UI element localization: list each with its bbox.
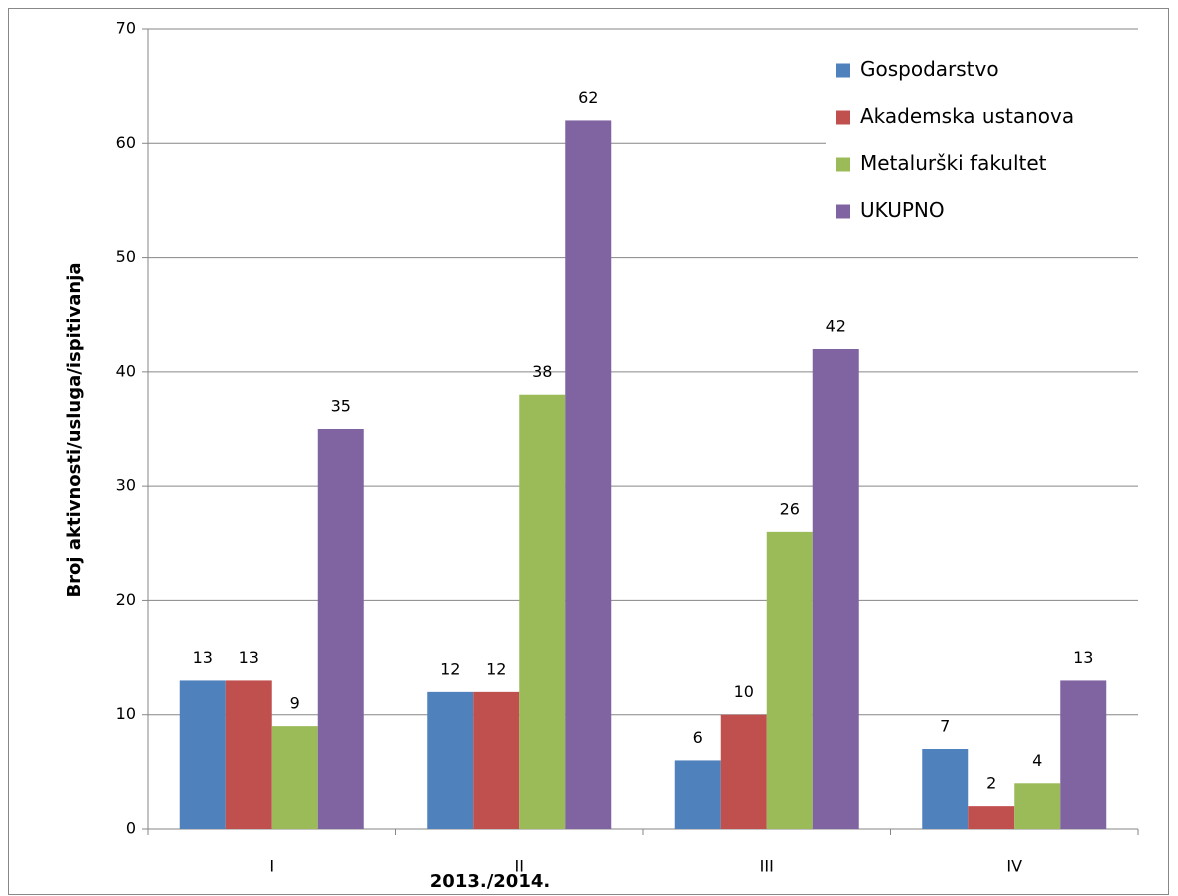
- legend-swatch: [836, 110, 850, 125]
- data-label: 38: [532, 362, 552, 381]
- data-label: 26: [780, 499, 800, 518]
- x-tick-label: II: [515, 857, 524, 876]
- y-axis-title: Broj aktivnosti/usluga/ispitivanja: [64, 262, 85, 597]
- data-label: 9: [290, 694, 300, 713]
- bar: [565, 120, 612, 829]
- data-label: 62: [578, 88, 598, 107]
- x-tick-label: IV: [1006, 857, 1022, 876]
- y-tick-label: 10: [116, 704, 136, 723]
- legend-swatch: [836, 63, 850, 78]
- bar: [968, 806, 1015, 829]
- y-tick-label: 20: [116, 590, 136, 609]
- y-tick-label: 50: [116, 247, 136, 266]
- bar: [225, 680, 272, 829]
- data-label: 10: [734, 682, 754, 701]
- bar: [922, 749, 969, 829]
- legend-box: [826, 47, 1154, 235]
- y-tick-label: 60: [116, 133, 136, 152]
- y-tick-label: 70: [116, 19, 136, 38]
- data-label: 42: [826, 317, 846, 336]
- data-label: 13: [193, 648, 213, 667]
- bar: [812, 349, 859, 829]
- x-tick-label: III: [760, 857, 774, 876]
- x-tick-label: I: [269, 857, 274, 876]
- bar: [427, 691, 474, 829]
- bar: [179, 680, 226, 829]
- bar: [271, 726, 318, 829]
- legend-label: Gospodarstvo: [860, 57, 999, 81]
- legend-label: Akademska ustanova: [860, 104, 1074, 128]
- data-label: 4: [1032, 751, 1042, 770]
- legend-swatch: [836, 157, 850, 172]
- y-tick-label: 30: [116, 476, 136, 495]
- legend-label: UKUPNO: [860, 198, 945, 222]
- data-label: 2: [986, 774, 996, 793]
- data-label: 12: [486, 659, 506, 678]
- bar: [473, 691, 520, 829]
- y-tick-label: 0: [126, 819, 136, 838]
- bar: [766, 531, 813, 829]
- data-label: 6: [693, 728, 703, 747]
- data-label: 7: [940, 717, 950, 736]
- bar: [720, 714, 767, 829]
- y-tick-label: 40: [116, 361, 136, 380]
- bar: [674, 760, 721, 829]
- x-axis-title: 2013./2014.: [430, 871, 550, 892]
- bar: [1060, 680, 1107, 829]
- legend-label: Metalurški fakultet: [860, 151, 1047, 175]
- data-label: 13: [1073, 648, 1093, 667]
- legend-swatch: [836, 204, 850, 219]
- data-label: 12: [440, 659, 460, 678]
- bar: [1014, 783, 1061, 829]
- bar: [317, 429, 364, 829]
- data-label: 13: [239, 648, 259, 667]
- data-label: 35: [331, 397, 351, 416]
- bar: [519, 394, 566, 829]
